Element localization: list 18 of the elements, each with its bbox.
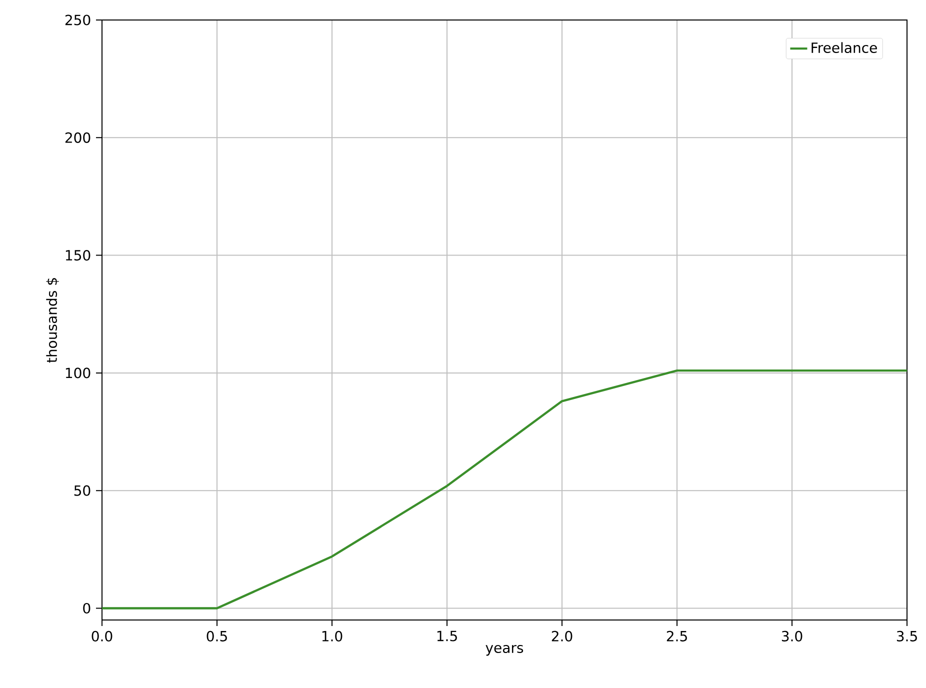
- x-tick-label: 1.0: [322, 630, 342, 642]
- x-tick-label: 0.0: [92, 630, 112, 642]
- x-tick-label: 0.5: [206, 630, 227, 642]
- line-series: [102, 369, 908, 610]
- x-tick-label: 2.5: [666, 630, 687, 642]
- x-tick-label: 1.5: [437, 630, 457, 642]
- x-tick-label: 3.5: [896, 630, 917, 642]
- y-tick-label: 50: [74, 485, 90, 496]
- y-tick-label: 250: [65, 14, 90, 26]
- legend-label: Freelance: [812, 42, 877, 54]
- y-tick-label: 200: [65, 132, 90, 143]
- y-tick-label: 0: [83, 602, 90, 614]
- x-tick-label: 2.0: [552, 630, 572, 642]
- y-tick-label: 150: [66, 250, 90, 261]
- y-tick-label: 100: [66, 368, 90, 378]
- x-axis-title: years: [486, 644, 524, 656]
- y-axis-title: thousands $: [46, 278, 59, 363]
- x-tick-label: 3.0: [782, 630, 802, 642]
